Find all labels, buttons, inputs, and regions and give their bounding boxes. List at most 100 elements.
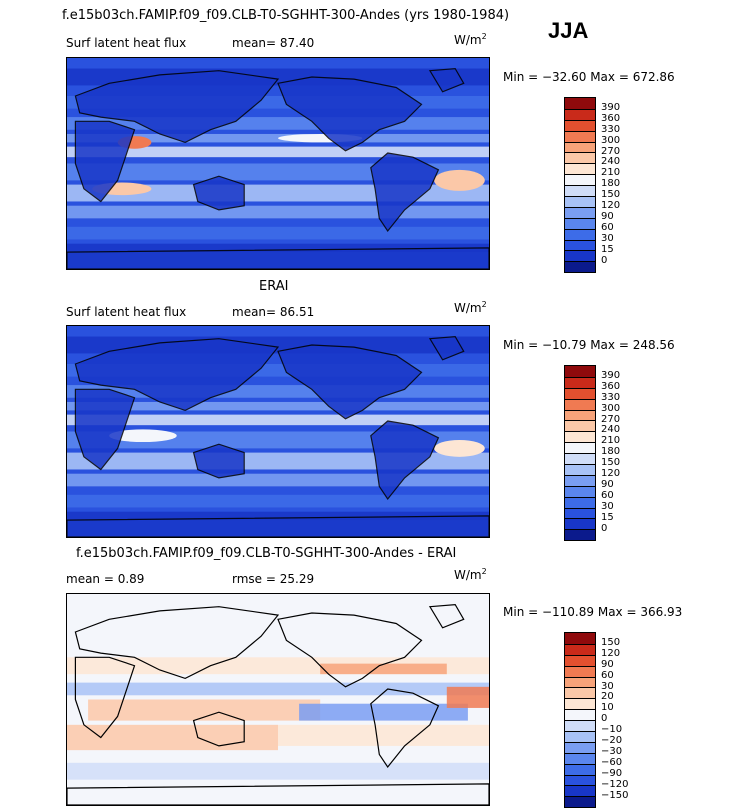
season-label: JJA [548,18,589,43]
colorbar-tick-label: −150 [601,789,629,801]
colorbar-swatch [565,785,595,797]
panel3-map [66,593,490,806]
colorbar-swatch [565,196,595,207]
colorbar-swatch [565,217,595,229]
colorbar-tick-label: 15 [601,511,614,523]
colorbar-swatch [565,796,595,808]
colorbar-tick-label: 150 [601,189,621,201]
panel2-title: ERAI [259,279,289,294]
colorbar-swatch [565,529,595,541]
panel2-map [66,325,490,538]
colorbar-tick-label: 60 [601,221,614,233]
colorbar-swatch [565,654,595,666]
colorbar-swatch [565,763,595,775]
colorbar-tick-label: 120 [601,200,621,211]
panel2-minmax: Min = −10.79 Max = 248.56 [503,338,675,352]
colorbar-swatch [565,376,595,388]
colorbar-swatch [565,464,595,475]
panel3-rmse: rmse = 25.29 [232,572,315,586]
panel1-variable: Surf latent heat flux [66,36,187,50]
colorbar-tick-label: 210 [601,435,621,447]
colorbar-swatch [565,185,595,197]
colorbar-tick-label: 240 [601,424,621,436]
colorbar-tick-label: 150 [601,636,621,648]
colorbar-swatch [565,206,595,218]
colorbar-tick-label: 0 [601,713,608,725]
colorbar-tick-label: −30 [601,745,623,757]
colorbar-swatch [565,420,595,432]
colorbar-tick-label: 90 [601,478,614,490]
colorbar-swatch [565,665,595,677]
colorbar-tick-label: 30 [601,232,614,244]
panel3-title: f.e15b03ch.FAMIP.f09_f09.CLB-T0-SGHHT-30… [76,546,457,561]
colorbar-swatch [565,141,595,153]
colorbar-tick-label: 390 [601,369,621,381]
colorbar-swatch [565,774,595,786]
panel1-mean: mean= 87.40 [232,36,315,50]
colorbar-tick-label: 90 [601,210,614,222]
colorbar-swatch [565,752,595,764]
colorbar-tick-label: 90 [601,658,614,670]
colorbar-swatch [565,496,595,508]
colorbar-swatch [565,387,595,399]
colorbar-tick-label: 330 [601,391,621,403]
colorbar-tick-label: 210 [601,167,621,179]
panel3-minmax: Min = −110.89 Max = 366.93 [503,605,683,619]
colorbar-tick-label: 270 [601,413,621,425]
colorbar-tick-label: 180 [601,446,621,458]
colorbar-swatch [565,687,595,699]
colorbar-swatch [565,409,595,421]
colorbar-swatch [565,731,595,742]
colorbar-swatch [565,431,595,443]
colorbar-swatch [565,261,595,273]
colorbar-swatch [565,676,595,688]
colorbar-tick-label: 15 [601,243,614,255]
panel2-variable: Surf latent heat flux [66,305,187,319]
colorbar-tick-label: −60 [601,756,623,768]
colorbar-tick-label: 240 [601,156,621,168]
colorbar-tick-label: 150 [601,457,621,469]
colorbar-swatch [565,507,595,519]
colorbar-swatch [565,398,595,410]
colorbar-tick-label: 60 [601,669,614,681]
colorbar-tick-label: 360 [601,112,621,124]
colorbar-swatch [565,130,595,142]
colorbar-swatch [565,174,595,186]
colorbar-tick-label: 120 [601,468,621,479]
main-title: f.e15b03ch.FAMIP.f09_f09.CLB-T0-SGHHT-30… [62,8,510,23]
panel3-mean: mean = 0.89 [66,572,145,586]
colorbar-tick-label: −10 [601,724,623,736]
colorbar-tick-label: 120 [601,647,621,659]
colorbar-tick-label: −90 [601,767,623,779]
panel1-minmax: Min = −32.60 Max = 672.86 [503,70,675,84]
colorbar-swatch [565,720,595,732]
panel2-units: W/m2 [454,300,487,315]
colorbar-swatch [565,98,595,109]
panel1-units: W/m2 [454,32,487,47]
colorbar-tick-label: 0 [601,254,608,266]
colorbar-swatch [565,239,595,251]
colorbar-swatch [565,366,595,377]
colorbar-swatch [565,518,595,530]
colorbar-tick-label: 300 [601,402,621,414]
colorbar-swatch [565,633,595,644]
colorbar-tick-label: 180 [601,178,621,190]
colorbar-swatch [565,250,595,262]
panel2-colorbar: 390 360 330 300 270 240 210 180 150 120 90 60 30 15 0 [564,365,620,542]
colorbar-tick-label: 330 [601,123,621,135]
colorbar-tick-label: 360 [601,380,621,392]
colorbar-tick-label: 0 [601,522,608,534]
panel1-map [66,57,490,270]
panel3-colorbar: 150 120 90 60 30 20 10 0 −10 −20 −30 −60 −90 −120 −150 [564,632,628,809]
colorbar-swatch [565,442,595,454]
colorbar-tick-label: 60 [601,489,614,501]
panel2-mean: mean= 86.51 [232,305,315,319]
colorbar-swatch [565,741,595,753]
colorbar-tick-label: −20 [601,735,623,746]
colorbar-swatch [565,474,595,486]
colorbar-swatch [565,485,595,497]
colorbar-tick-label: 10 [601,702,614,714]
panel3-units: W/m2 [454,567,487,582]
colorbar-tick-label: 390 [601,101,621,113]
colorbar-tick-label: −120 [601,778,629,790]
